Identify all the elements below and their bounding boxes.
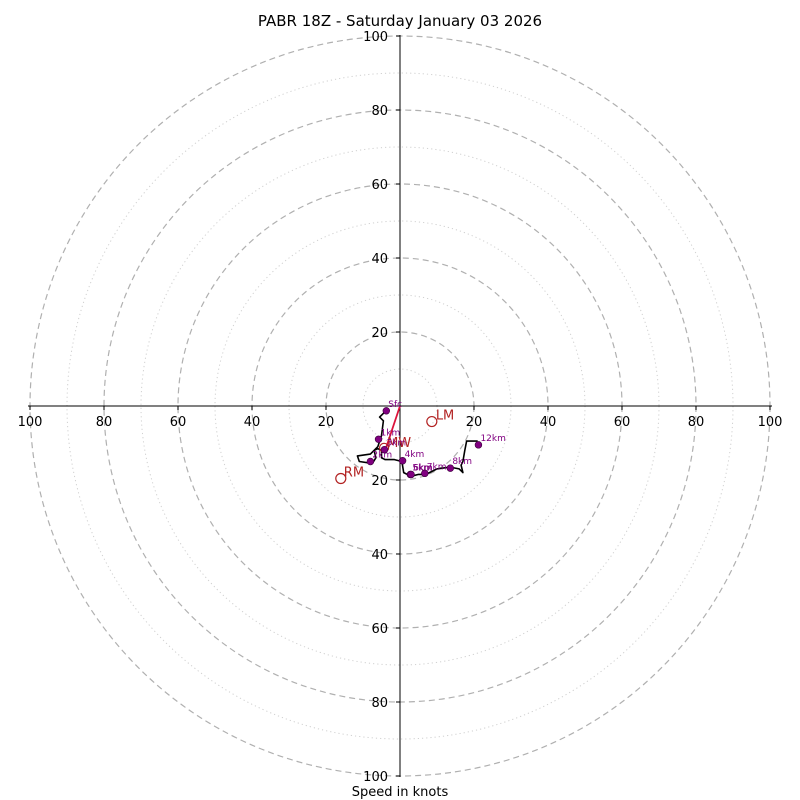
height-label-4km: 4km bbox=[405, 450, 425, 460]
height-marker-8km bbox=[446, 464, 455, 472]
height-label-5km: 5km bbox=[412, 463, 432, 473]
height-label-sfc: Sfc bbox=[388, 400, 402, 410]
height-marker-sfc bbox=[382, 407, 391, 415]
height-marker-12km bbox=[474, 441, 483, 449]
height-label-3km: 3km bbox=[386, 439, 406, 449]
y-tick-label-80: 80 bbox=[371, 104, 388, 119]
height-label-7km: 7km bbox=[427, 462, 447, 472]
y-tick-label-20: 20 bbox=[371, 326, 388, 341]
rm-label: RM bbox=[344, 466, 364, 481]
lm-marker bbox=[426, 415, 438, 428]
height-marker-7km bbox=[421, 469, 429, 478]
storm-motion: LM RM MW bbox=[335, 405, 454, 485]
height-marker-1km bbox=[374, 435, 383, 443]
x-tick-label-20: 20 bbox=[466, 415, 483, 430]
x-tick-label-40: 40 bbox=[540, 415, 557, 430]
x-tick-label--100: 100 bbox=[18, 415, 43, 430]
height-label-12km: 12km bbox=[480, 434, 505, 444]
lm-label: LM bbox=[436, 409, 454, 424]
y-tick-label-60: 60 bbox=[371, 178, 388, 193]
tick-labels: 100 100 80 80 60 60 40 40 20 20 20 20 40 40 60 60 80 80 10… bbox=[18, 30, 783, 785]
hodograph-trace bbox=[356, 411, 478, 478]
height-marker-3km bbox=[380, 445, 389, 454]
y-tick-label--60: 60 bbox=[371, 622, 388, 637]
x-tick-label-80: 80 bbox=[688, 415, 705, 430]
chart-title: PABR 18Z - Saturday January 03 2026 bbox=[258, 12, 542, 30]
mw-label: MW bbox=[387, 436, 411, 451]
hodograph-line bbox=[356, 411, 478, 478]
x-tick-label--60: 60 bbox=[170, 415, 187, 430]
height-marker-2km bbox=[366, 457, 375, 466]
y-tick-label--40: 40 bbox=[371, 548, 388, 563]
x-tick-label-100: 100 bbox=[758, 415, 783, 430]
height-label-6km: 6km bbox=[413, 463, 433, 473]
rm-marker bbox=[335, 472, 347, 485]
y-tick-label-100: 100 bbox=[363, 30, 388, 45]
height-marker-4km bbox=[398, 457, 407, 465]
y-tick-label--80: 80 bbox=[371, 696, 388, 711]
x-tick-label--80: 80 bbox=[96, 415, 113, 430]
x-axis-label: Speed in knots bbox=[352, 785, 449, 800]
height-label-1km: 1km bbox=[381, 428, 401, 438]
x-tick-label--40: 40 bbox=[244, 415, 261, 430]
height-label-2km: 2km bbox=[372, 451, 392, 461]
height-label-8km: 8km bbox=[452, 457, 472, 467]
y-tick-label--20: 20 bbox=[371, 474, 388, 489]
height-marker-6km bbox=[407, 470, 415, 479]
y-tick-label-40: 40 bbox=[371, 252, 388, 267]
shear-vector bbox=[384, 405, 401, 451]
x-tick-label-60: 60 bbox=[614, 415, 631, 430]
y-tick-label--100: 100 bbox=[363, 770, 388, 785]
x-tick-label--20: 20 bbox=[318, 415, 335, 430]
